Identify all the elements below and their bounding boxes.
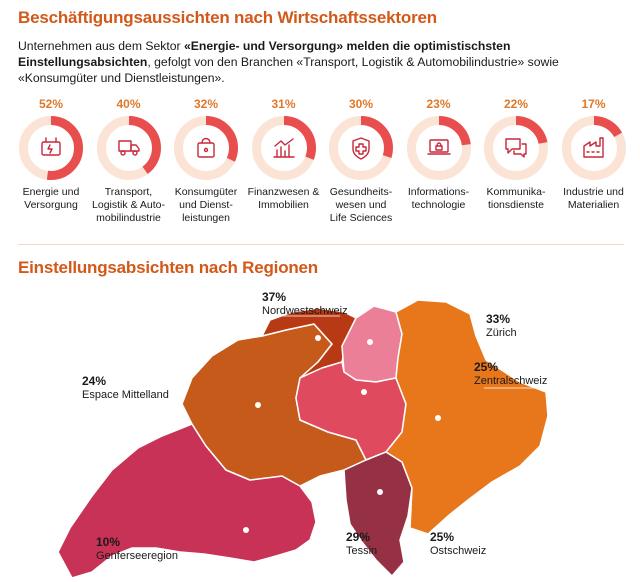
sector-label: Kommunika- tionsdienste: [486, 186, 546, 211]
region-label-espace-mittelland: 24% Espace Mittelland: [82, 374, 169, 401]
donut-value-arc: [96, 116, 161, 180]
sector-donut: [174, 116, 238, 180]
shopping-bag-icon: [197, 137, 215, 158]
sector-donut: [96, 116, 161, 180]
sector-label: Energie und Versorgung: [22, 186, 80, 211]
sector-value-label: 23%: [426, 97, 451, 111]
region-marker: [255, 402, 261, 408]
sector-donut: [251, 116, 316, 180]
donut-value-arc: [251, 116, 316, 180]
region-ostschweiz: [385, 299, 549, 535]
sector-donut: [484, 116, 548, 180]
sector-donut: [406, 116, 471, 180]
laptop-lock-icon: [426, 139, 451, 155]
sector-item: 32% Konsumgüter und Dienst- leistungen: [166, 96, 246, 225]
sector-donut: [19, 116, 83, 180]
region-marker: [367, 339, 373, 345]
region-label-genferseeregion: 10% Genferseeregion: [96, 535, 178, 562]
donut-value-arc: [561, 116, 626, 180]
sector-donut: [561, 116, 626, 180]
sector-item: 23% Informations- technologie: [399, 96, 479, 212]
sector-item: 40% Transport, Logistik & Auto- mobilindu…: [89, 96, 169, 225]
sector-value-label: 22%: [503, 97, 529, 111]
region-label-zentralschweiz: 25% Zentralschweiz: [474, 360, 548, 387]
region-marker: [435, 415, 441, 421]
truck-icon: [117, 140, 140, 156]
region-marker: [361, 389, 367, 395]
sector-item: 17% Industrie und Materialien: [554, 96, 634, 212]
sector-item: 22% Kommunika- tionsdienste: [476, 96, 556, 212]
section-title-sectors: Beschäftigungsaussichten nach Wirtschaft…: [18, 8, 437, 27]
sector-label: Gesundheits- wesen und Life Sciences: [329, 186, 393, 224]
donut-value-arc: [19, 116, 83, 180]
sector-value-label: 40%: [116, 97, 141, 111]
sector-label: Industrie und Materialien: [563, 186, 624, 211]
sector-label: Konsumgüter und Dienst- leistungen: [174, 186, 238, 224]
sector-label: Finanzwesen & Immobilien: [247, 186, 320, 211]
factory-icon: [582, 137, 604, 158]
region-genferseeregion: [57, 423, 317, 579]
region-label-ostschweiz: 25% Ostschweiz: [430, 530, 487, 557]
section-title-regions: Einstellungsabsichten nach Regionen: [18, 258, 318, 277]
sector-value-label: 32%: [193, 97, 219, 111]
switzerland-region-map: [57, 299, 549, 579]
chat-bubbles-icon: [505, 138, 527, 158]
sector-value-label: 52%: [38, 97, 64, 111]
donut-value-arc: [174, 116, 238, 180]
intro-text: Unternehmen aus dem Sektor «Energie- und…: [18, 39, 559, 85]
region-marker: [315, 335, 321, 341]
health-cross-icon: [352, 137, 370, 160]
sector-donut: [329, 116, 393, 180]
donut-value-arc: [484, 116, 548, 180]
energy-icon: [41, 137, 61, 156]
section-divider: [18, 244, 624, 245]
sector-item: 30% Gesundheits- wesen und Life Sciences: [321, 96, 401, 225]
sector-donut-chart: 52% Energie und Versorgung 40% Transport, L…: [10, 96, 632, 236]
sector-item: 31% Finanzwesen & Immobilien: [244, 96, 324, 212]
sector-label: Transport, Logistik & Auto- mobilindustr…: [92, 186, 165, 224]
sector-label: Informations- technologie: [407, 186, 470, 211]
sector-value-label: 31%: [271, 97, 296, 111]
region-marker: [377, 489, 383, 495]
region-label-zurich: 33% Zürich: [486, 312, 517, 339]
donut-value-arc: [329, 116, 393, 180]
finance-chart-icon: [272, 138, 295, 158]
region-label-nordwestschweiz: 37% Nordwestschweiz: [262, 290, 348, 317]
donut-value-arc: [406, 116, 471, 180]
region-marker: [243, 527, 249, 533]
sector-value-label: 30%: [348, 97, 374, 111]
sector-item: 52% Energie und Versorgung: [11, 96, 91, 212]
sector-value-label: 17%: [581, 97, 606, 111]
region-label-tessin: 29% Tessin: [346, 530, 378, 557]
